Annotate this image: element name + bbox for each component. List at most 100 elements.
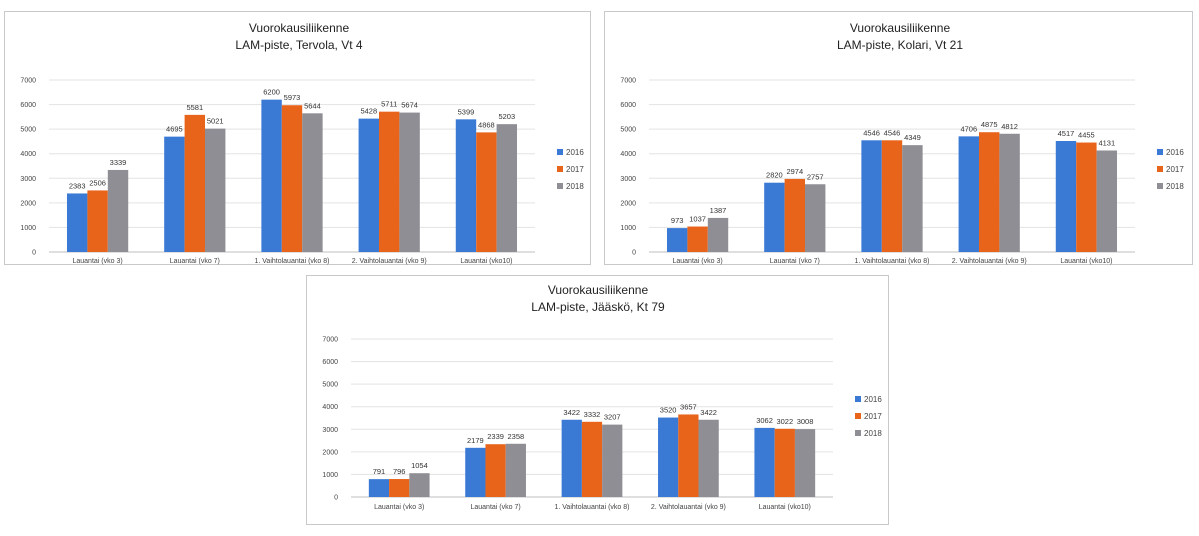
y-tick-label: 2000 <box>322 449 338 456</box>
bar-2017 <box>485 444 506 497</box>
data-label: 5973 <box>284 93 301 102</box>
bar-2016 <box>764 182 785 252</box>
category-label: Lauantai (vko 7) <box>470 504 520 511</box>
category-label: Lauantai (vko 7) <box>770 258 820 265</box>
bar-2018 <box>794 429 816 497</box>
legend-label: 2016 <box>566 148 584 157</box>
chart-subtitle: LAM-piste, Tervola, Vt 4 <box>235 38 362 52</box>
bar-2018 <box>698 419 719 497</box>
category-label: 2. Vaihtolauantai (vko 9) <box>352 258 427 265</box>
bar-2016 <box>958 136 979 252</box>
category-label: 1. Vaihtolauantai (vko 8) <box>855 258 930 265</box>
y-tick-label: 1000 <box>620 225 636 232</box>
bar-2016 <box>861 140 882 252</box>
y-tick-label: 4000 <box>20 151 36 158</box>
data-label: 5399 <box>458 107 475 116</box>
chart-panel-tervola: Vuorokausiliikenne LAM-piste, Tervola, V… <box>4 11 591 265</box>
data-label: 3422 <box>700 408 717 417</box>
y-tick-label: 2000 <box>20 200 36 207</box>
category-label: 1. Vaihtolauantai (vko 8) <box>555 504 630 511</box>
data-label: 4517 <box>1058 129 1075 138</box>
legend-swatch <box>557 166 563 172</box>
y-tick-label: 3000 <box>20 176 36 183</box>
chart-panel-jaasko: Vuorokausiliikenne LAM-piste, Jääskö, Kt… <box>306 275 889 525</box>
data-label: 4455 <box>1078 131 1095 140</box>
chart-title: Vuorokausiliikenne <box>548 283 649 297</box>
data-label: 4695 <box>166 125 183 134</box>
bar-2017 <box>581 421 603 497</box>
data-label: 2339 <box>487 432 504 441</box>
y-tick-label: 3000 <box>620 176 636 183</box>
bar-2017 <box>881 140 903 252</box>
data-label: 4868 <box>478 120 495 129</box>
legend-label: 2017 <box>1166 165 1184 174</box>
category-label: 1. Vaihtolauantai (vko 8) <box>255 258 330 265</box>
category-label: 2. Vaihtolauantai (vko 9) <box>952 258 1027 265</box>
legend-swatch <box>855 430 861 436</box>
y-tick-label: 5000 <box>20 127 36 134</box>
chart-svg-tervola: Vuorokausiliikenne LAM-piste, Tervola, V… <box>20 21 584 265</box>
legend-swatch <box>855 396 861 402</box>
data-label: 3657 <box>680 402 697 411</box>
y-tick-label: 3000 <box>322 427 338 434</box>
bar-2018 <box>107 169 129 252</box>
data-label: 2358 <box>508 432 525 441</box>
y-tick-label: 6000 <box>322 359 338 366</box>
legend-label: 2018 <box>864 429 882 438</box>
bar-2017 <box>678 414 699 497</box>
data-label: 4546 <box>863 128 880 137</box>
data-label: 2506 <box>89 178 106 187</box>
bar-2016 <box>368 479 390 497</box>
data-label: 5428 <box>360 107 377 116</box>
legend-swatch <box>855 413 861 419</box>
data-label: 5711 <box>381 100 397 109</box>
data-label: 1054 <box>411 461 428 470</box>
data-label: 2820 <box>766 171 783 180</box>
data-label: 4131 <box>1098 138 1115 147</box>
data-label: 4349 <box>904 133 921 142</box>
bar-2016 <box>561 419 582 497</box>
category-label: Lauantai (vko10) <box>1060 258 1112 265</box>
bar-2017 <box>774 428 795 497</box>
data-label: 2757 <box>807 172 824 181</box>
bar-2017 <box>687 226 708 252</box>
data-label: 6200 <box>263 88 280 97</box>
legend-label: 2016 <box>864 395 882 404</box>
y-tick-label: 7000 <box>20 78 36 85</box>
data-label: 2383 <box>69 181 86 190</box>
bar-2018 <box>999 133 1020 252</box>
y-tick-label: 7000 <box>620 78 636 85</box>
data-label: 5581 <box>186 103 203 112</box>
data-label: 1387 <box>710 206 727 215</box>
data-label: 4812 <box>1001 122 1018 131</box>
data-label: 4875 <box>981 120 998 129</box>
bar-2017 <box>784 178 806 252</box>
chart-svg-kolari: Vuorokausiliikenne LAM-piste, Kolari, Vt… <box>620 21 1184 265</box>
category-label: Lauantai (vko10) <box>460 258 512 265</box>
bar-2018 <box>1096 150 1118 252</box>
bar-2018 <box>399 112 420 252</box>
bar-2018 <box>205 128 226 252</box>
bar-2016 <box>66 193 88 252</box>
data-label: 973 <box>671 216 684 225</box>
bar-2017 <box>978 132 1000 252</box>
bar-2017 <box>378 111 400 252</box>
bar-2018 <box>302 113 323 253</box>
chart-title: Vuorokausiliikenne <box>850 21 951 35</box>
bar-2018 <box>409 473 430 497</box>
data-label: 3008 <box>797 417 814 426</box>
bar-2017 <box>281 105 303 252</box>
data-label: 3339 <box>110 158 127 167</box>
data-label: 3022 <box>776 417 793 426</box>
bar-2016 <box>358 118 379 253</box>
bar-2017 <box>87 190 108 252</box>
bar-2018 <box>707 217 729 252</box>
chart-panel-kolari: Vuorokausiliikenne LAM-piste, Kolari, Vt… <box>604 11 1193 265</box>
bar-2018 <box>902 145 923 252</box>
legend-label: 2017 <box>566 165 584 174</box>
bar-2018 <box>496 124 518 252</box>
y-tick-label: 4000 <box>322 404 338 411</box>
data-label: 5203 <box>498 112 515 121</box>
category-label: Lauantai (vko10) <box>759 504 811 511</box>
y-tick-label: 5000 <box>322 382 338 389</box>
